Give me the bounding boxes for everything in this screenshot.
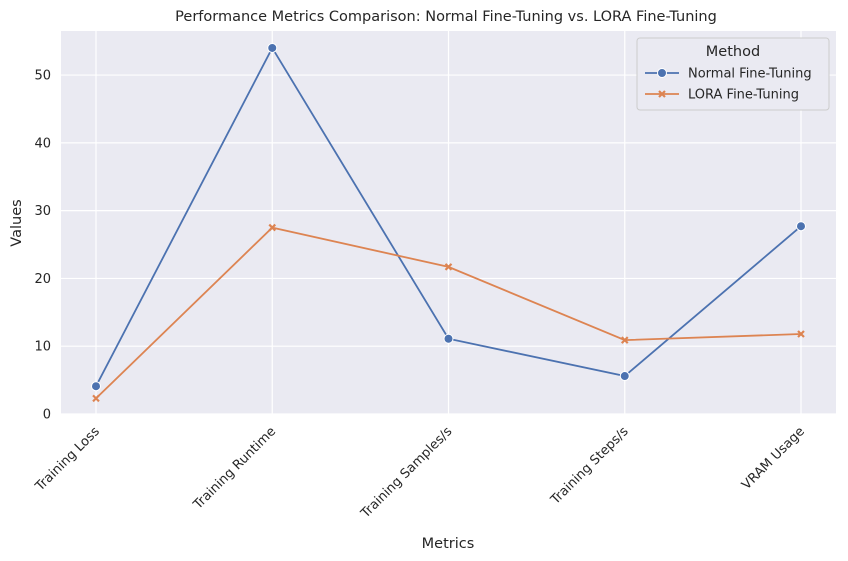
y-tick-label: 50: [34, 69, 51, 84]
legend-item: LORA Fine-Tuning: [645, 88, 799, 103]
series-lines: [91, 42, 806, 403]
legend-box: [636, 37, 830, 111]
data-point: [797, 330, 805, 338]
legend-marker: [657, 68, 667, 78]
y-tick-labels: 0 10 20 30 40 50: [34, 69, 51, 423]
legend-items: Normal Fine-Tuning LORA Fine-Tuning: [645, 67, 812, 103]
y-tick-label: 0: [43, 408, 51, 423]
data-point: [620, 336, 629, 344]
x-tick-label: Training Samples/s: [358, 424, 456, 522]
data-point: [443, 333, 454, 344]
x-tick-labels: Training Loss Training Runtime Training Sa…: [32, 424, 808, 522]
y-tick-label: 40: [34, 136, 51, 151]
data-point: [268, 223, 277, 232]
legend-label: LORA Fine-Tuning: [688, 88, 799, 103]
legend-title: Method: [706, 44, 760, 60]
data-point: [796, 221, 806, 232]
series-1: [92, 223, 805, 403]
y-axis-label: Values: [9, 199, 25, 246]
y-tick-label: 10: [34, 340, 51, 355]
y-tick-label: 30: [34, 204, 51, 219]
series-0: [91, 42, 806, 392]
data-point: [91, 381, 101, 392]
x-tick-label: Training Runtime: [190, 424, 279, 513]
y-tick-label: 20: [34, 272, 51, 287]
x-tick-label: VRAM Usage: [739, 424, 808, 493]
x-tick-label: Training Loss: [32, 424, 103, 495]
data-point: [444, 263, 453, 271]
legend-item: Normal Fine-Tuning: [645, 67, 812, 82]
data-point: [267, 42, 278, 53]
data-point: [92, 394, 100, 403]
x-axis-label: Metrics: [422, 536, 475, 552]
legend-marker: [658, 90, 666, 98]
data-point: [619, 371, 630, 382]
legend: Method Normal Fine-Tuning LORA Fine-Tunin…: [636, 37, 830, 111]
x-tick-label: Training Steps/s: [547, 424, 631, 508]
chart-title: Performance Metrics Comparison: Normal F…: [175, 9, 717, 25]
legend-label: Normal Fine-Tuning: [688, 67, 812, 82]
